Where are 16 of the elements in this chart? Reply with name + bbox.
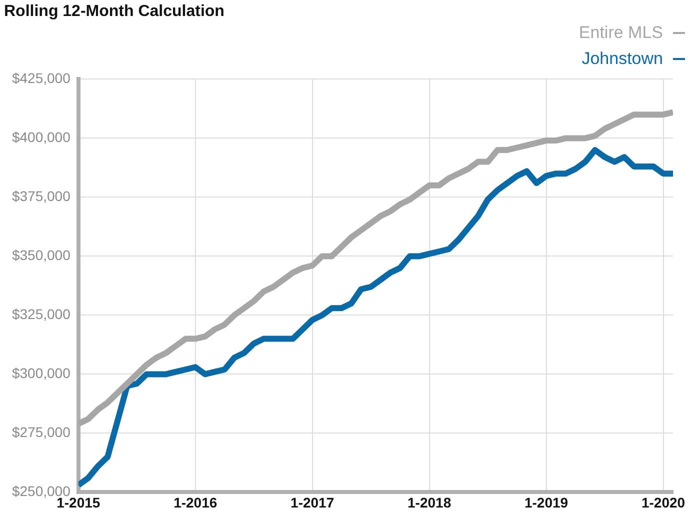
y-tick-label: $350,000 [12,247,71,264]
y-tick-label: $425,000 [12,70,71,86]
legend-label: Entire MLS [578,22,663,44]
y-tick-label: $325,000 [12,306,71,322]
y-tick-label: $400,000 [12,129,71,146]
y-tick-label: $375,000 [12,188,71,204]
y-tick-label: $275,000 [12,424,71,440]
x-tick-label: 1-2016 [174,494,218,510]
legend-label: Johnstown [582,48,663,70]
chart-title: Rolling 12-Month Calculation [4,3,224,20]
x-tick-label: 1-2020 [641,494,686,510]
x-tick-label: 1-2017 [290,494,334,510]
y-tick-label: $300,000 [12,365,71,382]
x-tick-label: 1-2018 [408,494,452,510]
y-tick-label: $250,000 [12,483,71,500]
x-tick-label: 1-2019 [524,494,568,510]
